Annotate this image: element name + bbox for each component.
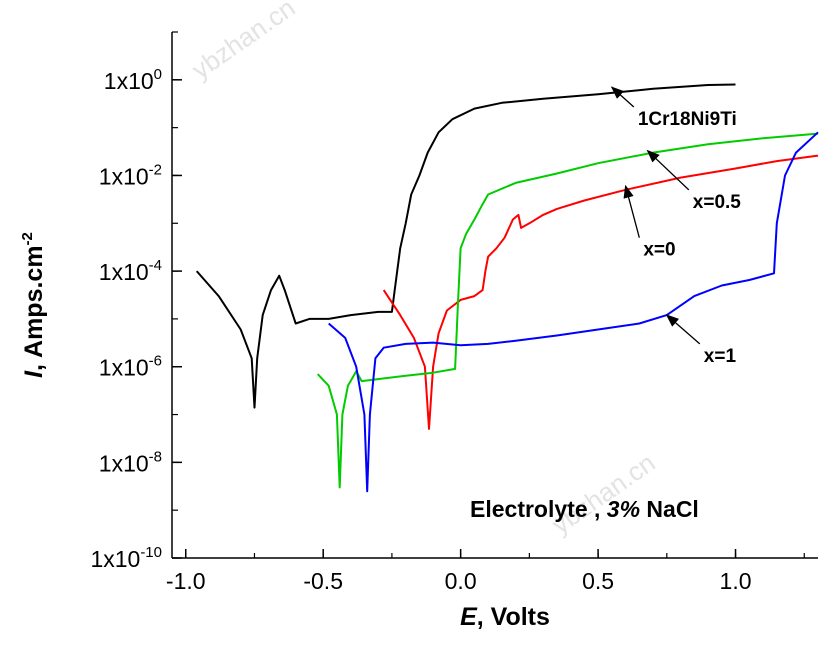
electrolyte-note: Electrolyte , 3% NaCl [470,496,699,522]
annotation-arrow-2 [623,184,640,238]
annotation-arrow-0 [610,86,635,108]
annotation-label-2: x=0 [643,240,675,261]
x-axis-title: E, Volts [460,603,550,631]
series-line-0 [195,83,736,409]
x-tick-label-3: 0.5 [582,568,614,594]
x-tick-label-2: 0.0 [445,568,477,594]
annotation-label-3: x=1 [704,346,737,367]
y-tick-label-0: 1x100 [104,66,162,94]
x-tick-label-0: -1.0 [166,568,206,594]
annotation-arrow-3 [665,314,701,345]
y-tick-label-3: 1x10-6 [99,353,162,381]
axes-layer: -1.0 -0.5 0.0 0.5 1.0 1x100 1x10-2 1x10-4 1x10-6… [19,31,818,631]
y-tick-label-2: 1x10-4 [99,257,162,285]
series-line-1 [382,154,819,430]
x-tick-label-1: -0.5 [303,568,343,594]
series-line-2 [316,132,819,489]
watermarks: ybzhan.cn ybzhan.cn [186,0,660,540]
series-line-3 [328,131,819,493]
x-tick-label-4: 1.0 [720,568,752,594]
watermark-text: ybzhan.cn [186,0,300,85]
watermark-text: ybzhan.cn [546,447,660,540]
annotation-layer: 1Cr18Ni9Ti x=0.5 x=0 x=1 Electrolyte , 3% Na… [470,86,742,522]
annotation-label-1: x=0.5 [693,192,742,213]
y-tick-label-4: 1x10-8 [99,448,162,476]
y-axis-title: I, Amps.cm-2 [19,232,48,378]
annotation-label-0: 1Cr18Ni9Ti [638,109,737,130]
y-tick-label-1: 1x10-2 [99,161,162,189]
series-layer [195,83,819,493]
y-tick-label-5: 1x10-10 [90,544,162,572]
annotation-arrow-1 [646,149,690,191]
